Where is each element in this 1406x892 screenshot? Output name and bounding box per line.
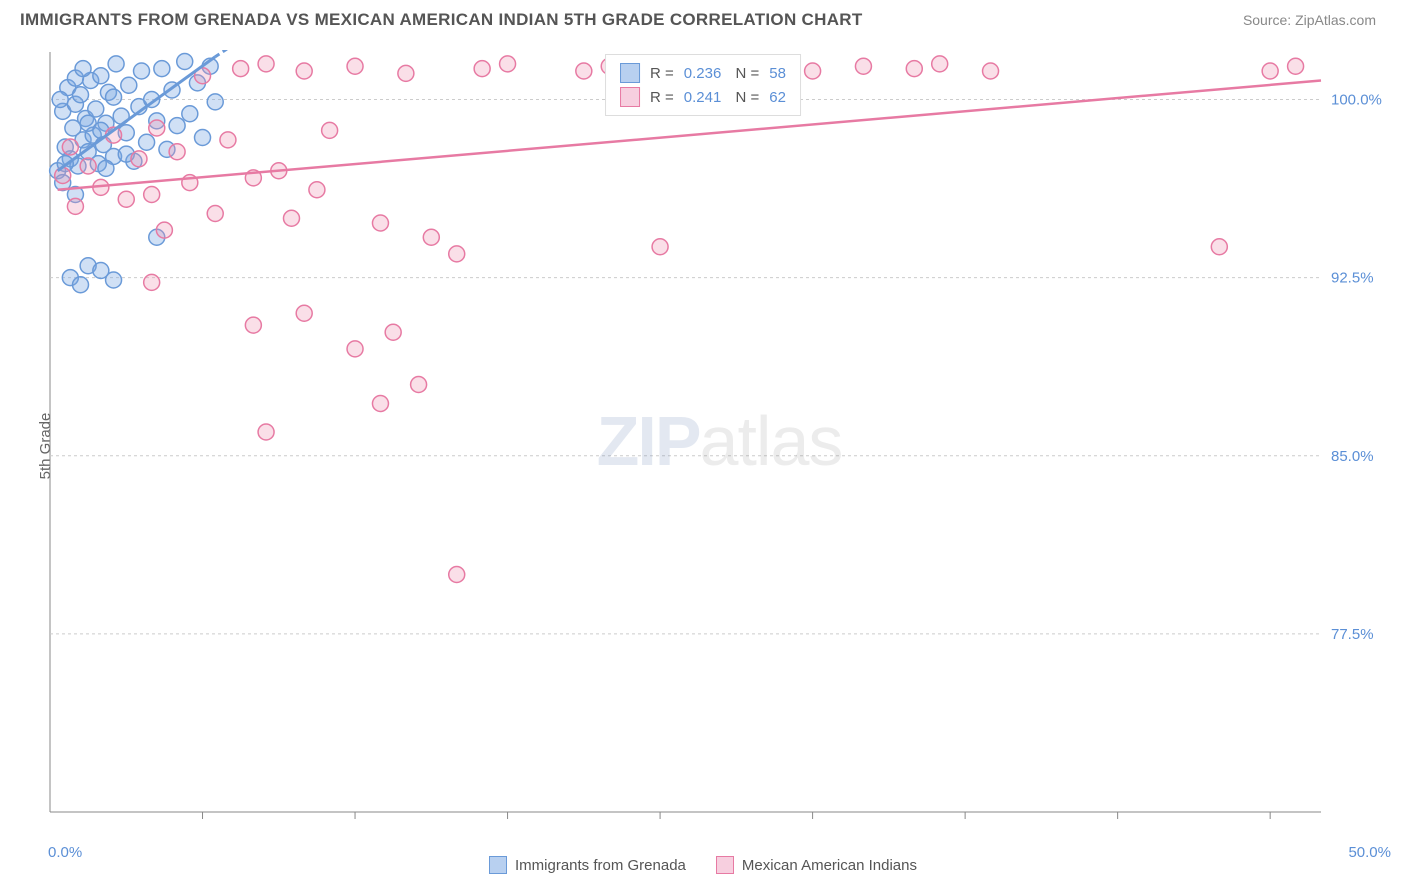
legend-row-series-b: R = 0.241 N = 62 (620, 85, 786, 109)
chart-area: 100.0%92.5%85.0%77.5% ZIPatlas (48, 50, 1391, 832)
legend-label-b: Mexican American Indians (742, 857, 917, 874)
svg-text:92.5%: 92.5% (1331, 270, 1374, 287)
svg-text:100.0%: 100.0% (1331, 92, 1382, 109)
r-value-b: 0.241 (684, 89, 722, 106)
svg-text:77.5%: 77.5% (1331, 626, 1374, 643)
n-value-a: 58 (769, 65, 786, 82)
swatch-b-icon (716, 856, 734, 874)
r-label: R = (650, 65, 674, 82)
scatter-chart-svg: 100.0% 92.5% 85.0% 77.5% (48, 50, 1391, 832)
n-value-b: 62 (769, 89, 786, 106)
source-label: Source: ZipAtlas.com (1243, 12, 1376, 28)
swatch-series-b (620, 87, 640, 107)
svg-text:85.0%: 85.0% (1331, 448, 1374, 465)
legend-label-a: Immigrants from Grenada (515, 857, 686, 874)
legend-series-b: Mexican American Indians (716, 856, 917, 874)
correlation-legend: R = 0.236 N = 58 R = 0.241 N = 62 (605, 54, 801, 116)
swatch-series-a (620, 63, 640, 83)
legend-row-series-a: R = 0.236 N = 58 (620, 61, 786, 85)
legend-series-a: Immigrants from Grenada (489, 856, 686, 874)
r-label: R = (650, 89, 674, 106)
chart-title: IMMIGRANTS FROM GRENADA VS MEXICAN AMERI… (20, 10, 863, 30)
n-label: N = (731, 65, 759, 82)
n-label: N = (731, 89, 759, 106)
series-legend: Immigrants from Grenada Mexican American… (0, 856, 1406, 874)
r-value-a: 0.236 (684, 65, 722, 82)
swatch-a-icon (489, 856, 507, 874)
